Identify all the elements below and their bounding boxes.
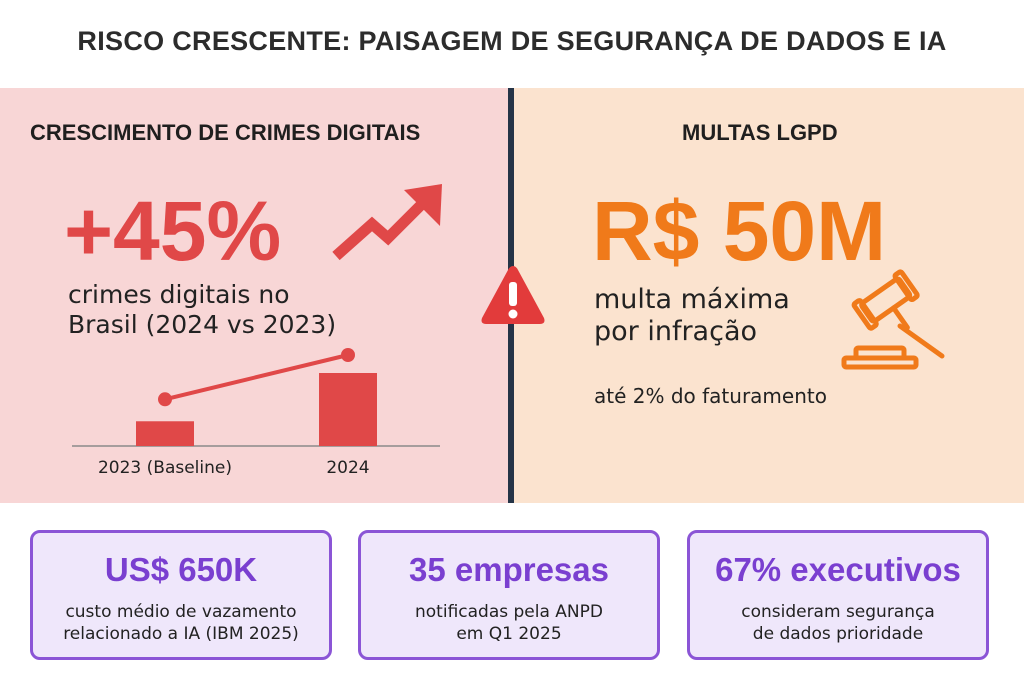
stat-card-executives-priority: 67% executivos consideram segurança de d… [687, 530, 989, 660]
stat-card-text-line2: relacionado a IA (IBM 2025) [63, 624, 299, 644]
fine-description-line1: multa máxima [594, 284, 790, 315]
fine-revenue-note: até 2% do faturamento [594, 384, 827, 408]
stat-card-text-line1: notificadas pela ANPD [415, 602, 603, 622]
stat-card-text-line2: de dados prioridade [752, 624, 924, 644]
fines-panel [514, 88, 1024, 503]
fines-heading: MULTAS LGPD [682, 120, 838, 145]
crimes-growth-value: +45% [64, 184, 282, 278]
max-fine-value: R$ 50M [592, 184, 887, 278]
growth-bar-chart [72, 348, 440, 447]
crimes-panel [0, 88, 510, 503]
warning-icon [481, 266, 545, 324]
stat-card-text-line2: em Q1 2025 [456, 624, 562, 644]
chart-point-1 [341, 348, 355, 362]
stat-card-ai-breach-cost: US$ 650K custo médio de vazamento relaci… [30, 530, 332, 660]
crimes-heading: CRESCIMENTO DE CRIMES DIGITAIS [30, 120, 421, 145]
crimes-description: crimes digitais no Brasil (2024 vs 2023) [68, 280, 336, 340]
trend-up-arrow-icon [332, 184, 442, 261]
stat-card-value: 35 empresas [409, 551, 609, 588]
stat-card-text-line1: custo médio de vazamento [65, 602, 297, 622]
stat-card-value: 67% executivos [715, 551, 961, 588]
crimes-description-line2: Brasil (2024 vs 2023) [68, 310, 337, 339]
page-title: RISCO CRESCENTE: PAISAGEM DE SEGURANÇA D… [77, 26, 947, 56]
crimes-description-line1: crimes digitais no [68, 280, 290, 309]
stat-card-anpd-notifications: 35 empresas notificadas pela ANPD em Q1 … [358, 530, 660, 660]
chart-bar-1 [319, 373, 377, 446]
stat-card-text: consideram segurança de dados prioridade [690, 601, 986, 645]
stat-card-text-line1: consideram segurança [741, 602, 935, 622]
fine-description-line2: por infração [594, 316, 758, 347]
gavel-icon [841, 269, 945, 370]
chart-point-0 [158, 392, 172, 407]
fine-description: multa máxima por infração [594, 284, 790, 348]
stat-card-text: notificadas pela ANPD em Q1 2025 [361, 601, 657, 645]
stat-card-text: custo médio de vazamento relacionado a I… [33, 601, 329, 645]
stat-card-value: US$ 650K [104, 551, 258, 588]
chart-category-label-2023: 2023 (Baseline) [97, 458, 232, 478]
chart-bar-0 [136, 421, 194, 446]
chart-category-label-2024: 2024 [326, 458, 370, 478]
chart-trend-line [164, 353, 349, 402]
